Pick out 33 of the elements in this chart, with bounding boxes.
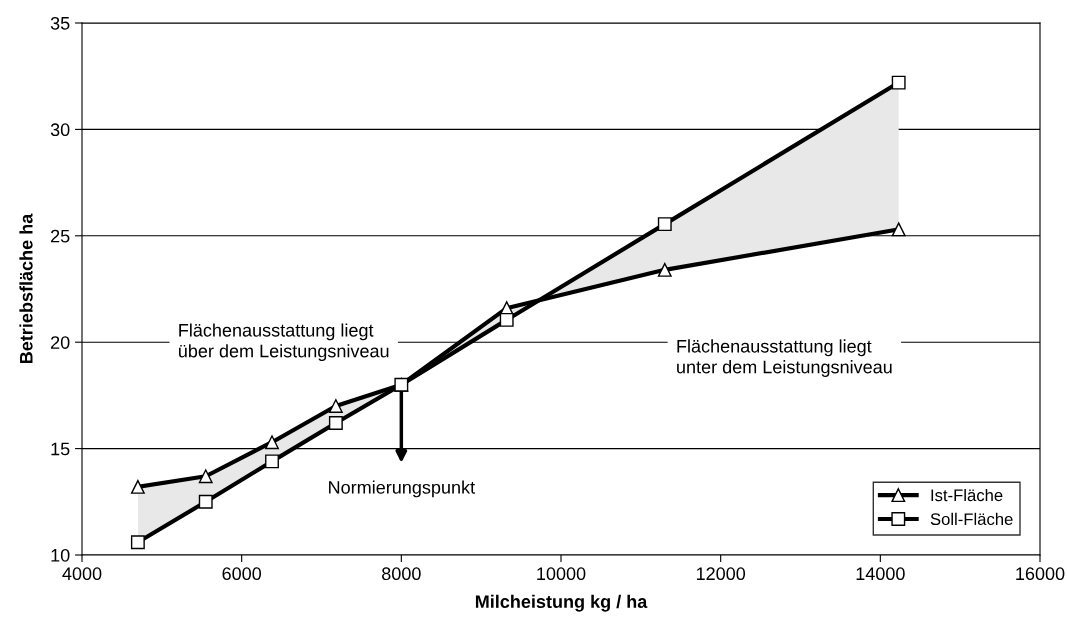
x-tick-label: 6000 — [222, 567, 262, 581]
x-tick-label: 8000 — [382, 567, 421, 581]
point — [265, 435, 279, 450]
annotation: Flächenausstattung liegt unter dem Leistungsniveau — [677, 339, 892, 377]
point — [265, 454, 279, 469]
point — [328, 416, 343, 431]
point — [198, 494, 213, 509]
y-tick-label: 15 — [51, 442, 70, 456]
x-tick-label: 10000 — [537, 567, 586, 581]
x-tick-label: 16000 — [1016, 567, 1065, 581]
point — [198, 469, 213, 484]
y-tick-label: 30 — [50, 123, 70, 137]
y-tick-label: 20 — [51, 336, 70, 349]
y-tick-label: 35 — [50, 16, 70, 30]
point — [891, 75, 906, 90]
x-tick-label: 4000 — [62, 567, 102, 581]
y-tick-label: 25 — [51, 229, 70, 243]
point — [499, 312, 514, 327]
annotation: Normierungspunkt — [329, 480, 475, 498]
y-tick-label: 10 — [51, 548, 70, 562]
annotation: Flächenausstattung liegt über dem Leistungsniveau — [179, 323, 389, 361]
point — [891, 222, 906, 237]
point — [328, 399, 343, 413]
point — [394, 377, 409, 392]
legend-label: Soll-Fläche — [930, 512, 1013, 526]
x-axis-title: Milcheistung kg / ha — [475, 594, 648, 612]
x-tick-label: 14000 — [856, 567, 905, 581]
point — [130, 479, 145, 494]
point — [657, 217, 672, 232]
y-axis-title: Betriebsfläche ha — [19, 213, 33, 364]
x-tick-label: 12000 — [696, 567, 746, 581]
legend-label: Ist-Fläche — [931, 488, 1003, 502]
point — [130, 535, 145, 550]
